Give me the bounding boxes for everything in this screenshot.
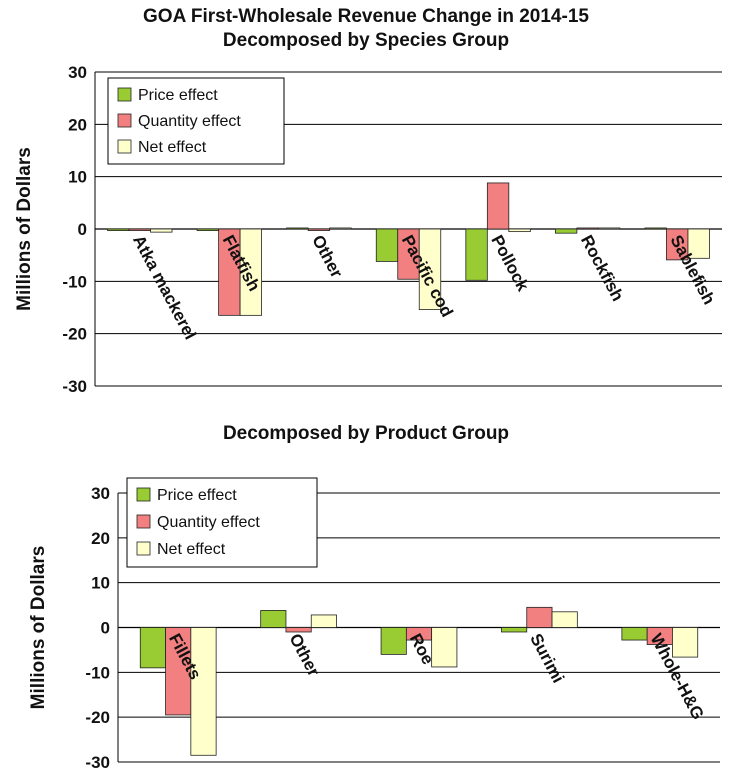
species-legend: Price effect Quantity effect Net effect	[107, 77, 285, 165]
species-ytick-label: 20	[68, 115, 87, 134]
species-legend-swatch	[117, 113, 132, 128]
product-bar	[260, 610, 287, 628]
species-bar	[329, 227, 352, 230]
product-ytick-label: -30	[85, 753, 110, 769]
product-bar	[672, 627, 699, 658]
product-bar	[501, 627, 528, 633]
species-ytick-label: -20	[62, 325, 87, 344]
species-legend-label: Price effect	[138, 87, 218, 104]
chart-title-line2: Decomposed by Species Group	[222, 30, 510, 51]
product-category-label: Surimi	[526, 630, 568, 686]
species-ytick-label: 30	[68, 63, 87, 82]
product-legend-swatch	[136, 487, 151, 502]
species-ytick-label: -30	[62, 377, 87, 396]
product-legend-swatch	[136, 514, 151, 529]
species-bar	[307, 228, 331, 231]
product-legend-swatch	[136, 541, 151, 556]
species-bar	[239, 228, 263, 316]
product-bar	[310, 614, 337, 628]
species-bar	[554, 228, 578, 234]
product-ytick-label: 0	[101, 619, 110, 638]
product-bar	[380, 627, 407, 655]
product-bar	[551, 611, 578, 628]
species-y-axis-label: Millions of Dollars	[14, 147, 35, 311]
species-bar	[418, 228, 442, 310]
chart-title-line1: GOA First-Wholesale Revenue Change in 20…	[143, 6, 589, 27]
product-ytick-label: 30	[91, 484, 110, 503]
product-bar	[190, 627, 217, 756]
product-legend-box	[126, 477, 318, 568]
species-bar	[150, 228, 173, 233]
species-bar	[597, 227, 621, 230]
species-bar	[644, 227, 667, 230]
species-bar	[486, 182, 510, 230]
product-bar	[621, 627, 648, 641]
product-ytick-label: 10	[91, 574, 110, 593]
product-ytick-label: -20	[85, 708, 110, 727]
species-ytick-label: -10	[62, 272, 87, 291]
species-bar	[286, 227, 309, 230]
product-bar	[285, 627, 312, 633]
species-legend-swatch	[117, 87, 132, 102]
product-legend: Price effect Quantity effect Net effect	[126, 477, 318, 568]
species-bar	[508, 228, 531, 233]
product-legend-label: Quantity effect	[157, 514, 260, 531]
species-bar	[465, 228, 488, 281]
product-bar	[139, 627, 166, 669]
product-bar	[526, 606, 553, 628]
product-ytick-label: 20	[91, 529, 110, 548]
species-legend-label: Quantity effect	[138, 113, 241, 130]
species-legend-label: Net effect	[138, 139, 207, 156]
species-legend-swatch	[117, 139, 132, 154]
species-ytick-label: 10	[68, 168, 87, 187]
product-legend-label: Price effect	[157, 487, 237, 504]
product-y-axis-label: Millions of Dollars	[28, 546, 49, 710]
species-legend-box	[107, 77, 285, 165]
product-bar	[431, 627, 458, 668]
product-legend-label: Net effect	[157, 541, 226, 558]
species-bar	[687, 228, 710, 259]
species-ytick-label: 0	[78, 220, 87, 239]
product-ytick-label: -10	[85, 663, 110, 682]
product-bar	[165, 627, 192, 716]
chart-title-product: Decomposed by Product Group	[222, 423, 510, 444]
